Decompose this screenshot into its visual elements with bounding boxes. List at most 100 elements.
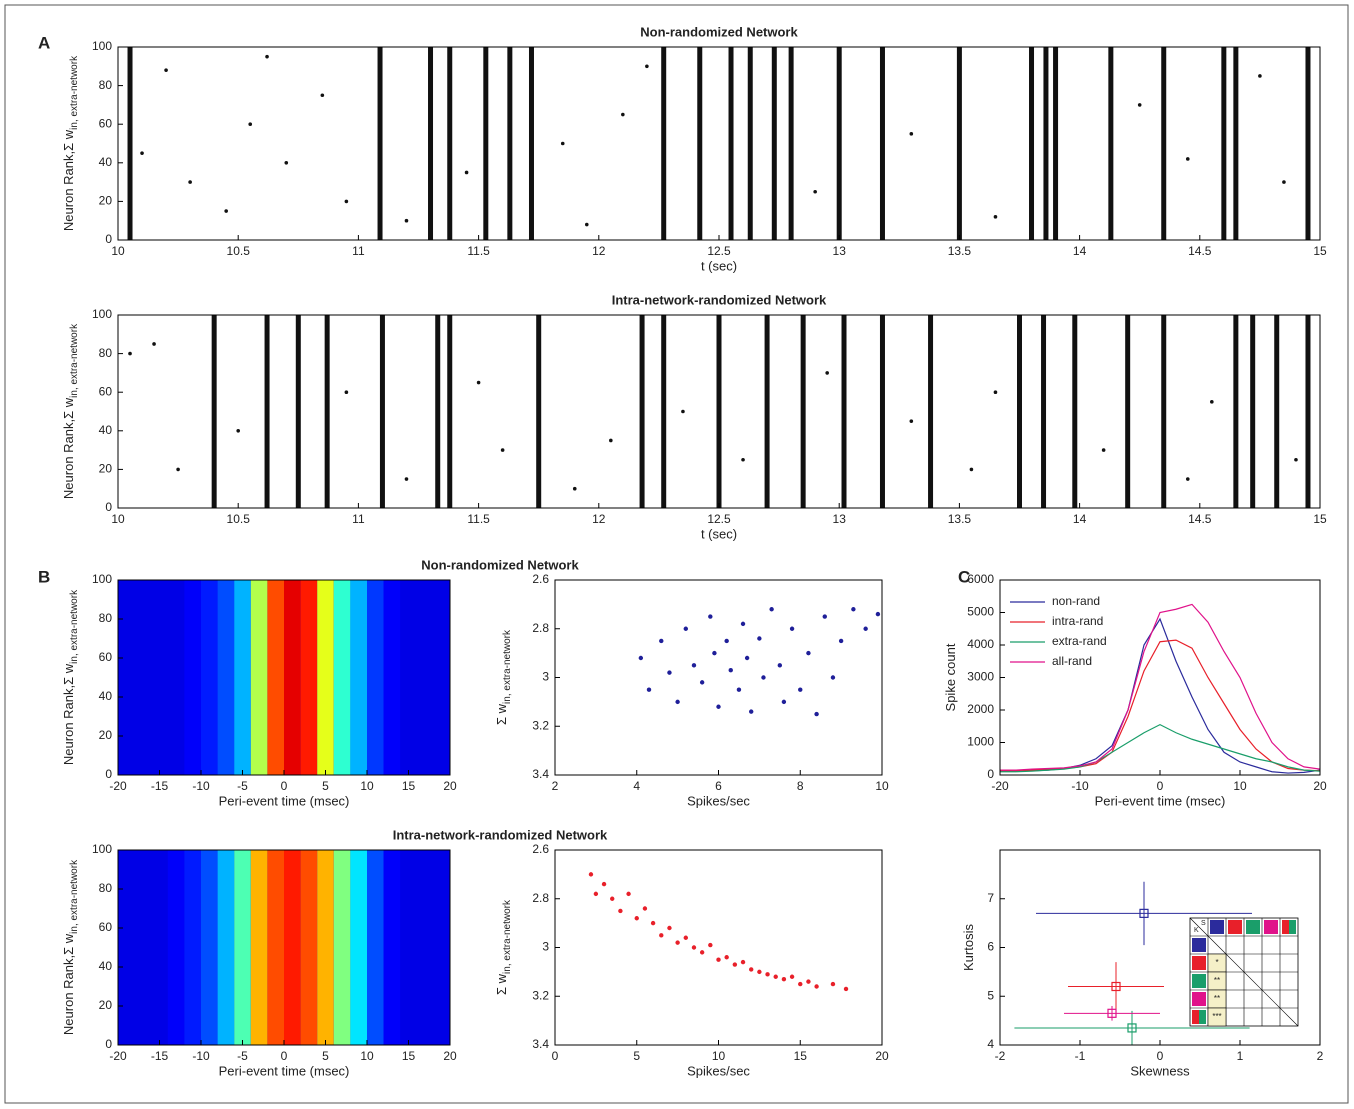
heat-column [201,850,218,1045]
y-tick-label: 40 [99,959,113,973]
y-tick-label: 100 [92,39,112,53]
x-tick-label: 5 [322,1049,329,1063]
y-tick-label: 2000 [967,702,994,716]
heat-column [350,850,367,1045]
spike [909,132,914,136]
x-tick-label: 12.5 [707,244,731,258]
point [588,872,594,877]
y-tick-label: 40 [99,689,113,703]
point [757,636,762,641]
burst [661,315,667,508]
x-tick-label: 20 [443,1049,457,1063]
x-tick-label: 10 [875,779,889,793]
spike [224,209,228,213]
y-axis-label-main: Neuron Rank,Σ w [61,129,76,231]
x-tick-label: -5 [237,779,248,793]
point [732,962,738,967]
y-tick-label: 80 [99,611,113,625]
y-tick-label: 6 [987,940,994,954]
x-tick-label: 10 [111,512,125,526]
spike [164,68,168,72]
x-tick-label: 15 [1313,512,1327,526]
point [798,687,803,692]
point [773,974,778,979]
heat-column [217,580,235,775]
y-tick-label: 20 [99,462,113,476]
x-tick-label: 10.5 [227,512,251,526]
y-tick-label: 80 [99,78,113,92]
y-axis-label-main: Σ w [494,973,509,995]
y-tick-label: 3.4 [532,1037,549,1051]
spike [681,409,685,414]
y-tick-label: 5000 [967,605,994,619]
y-tick-label: 80 [99,881,113,895]
burst [661,47,667,240]
x-tick-label: 10 [111,244,125,258]
point [830,981,836,987]
inset-swatch [1289,920,1296,934]
burst [800,315,806,508]
point [838,638,844,644]
point [667,925,672,931]
x-tick-label: 10.5 [227,244,251,258]
chart-title: Non-randomized Network [421,557,579,572]
y-tick-label: 0 [105,232,112,246]
y-tick-label: 3 [542,670,549,684]
point [728,667,733,673]
x-tick-label: 13 [833,512,847,526]
x-tick-label: 2 [1317,1049,1324,1063]
inset-corner: S [1201,920,1206,927]
heat-column [234,850,251,1045]
x-tick-label: 4 [633,779,640,793]
inset-swatch [1192,1010,1199,1024]
burst [788,47,794,240]
heat-column [250,850,268,1045]
x-tick-label: 12 [592,244,606,258]
point [1107,1008,1117,1018]
burst [1041,315,1047,508]
spike [404,218,409,223]
point [618,908,623,914]
spike [236,429,240,433]
heat-column [433,580,450,775]
legend-label: non-rand [1052,594,1100,608]
point [757,969,762,975]
inset-star: ** [1214,976,1220,985]
x-axis-label: t (sec) [701,258,737,273]
heat-column [118,850,135,1045]
series-line [1000,639,1321,772]
point [724,638,729,644]
burst [716,315,722,508]
burst [1017,315,1022,508]
burst [697,47,703,240]
y-tick-label: 3.2 [532,988,549,1002]
heat-column [333,850,351,1045]
inset-swatch [1210,920,1224,934]
panel-label: C [958,567,970,586]
y-tick-label: 60 [99,384,113,398]
heat-column [151,850,168,1045]
inset-swatch [1192,992,1206,1006]
point [708,942,713,948]
panel-label: B [38,567,50,586]
x-axis-label: Skewness [1130,1063,1190,1078]
spike [140,151,144,155]
heat-column [284,850,301,1045]
point [765,972,770,977]
heat-column [317,580,334,775]
inset-swatch [1192,974,1206,988]
heat-column [250,580,268,775]
spike [813,189,817,194]
heat-column [300,850,318,1045]
y-tick-label: 20 [99,998,113,1012]
point [1111,981,1121,992]
y-axis-label: Σ win, extra-network [494,629,512,725]
burst [1233,315,1239,508]
y-axis-label: Neuron Rank,Σ win, extra-network [61,859,79,1035]
spike [344,390,349,395]
x-tick-label: 20 [443,779,457,793]
y-axis-label-sub: in, extra-network [69,859,80,934]
spike [128,351,132,356]
y-axis-label: Kurtosis [961,924,976,971]
